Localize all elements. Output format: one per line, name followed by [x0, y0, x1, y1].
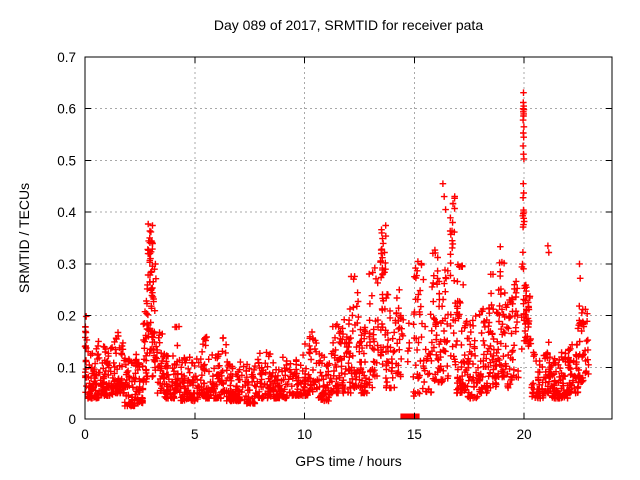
y-tick-label: 0.3 [57, 257, 76, 272]
y-tick-label: 0.1 [57, 360, 76, 375]
y-tick-label: 0.6 [57, 102, 76, 117]
y-tick-label: 0.5 [57, 153, 76, 168]
chart-title: Day 089 of 2017, SRMTID for receiver pat… [213, 17, 484, 33]
x-tick-label: 20 [517, 427, 532, 442]
x-tick-label: 5 [191, 427, 199, 442]
y-tick-label: 0.2 [57, 309, 76, 324]
plot-border [84, 56, 613, 420]
y-tick-label: 0.4 [57, 205, 76, 220]
y-tick-label: 0.7 [57, 50, 76, 65]
grid-lines [85, 57, 612, 419]
x-axis-label: GPS time / hours [295, 453, 402, 469]
x-tick-label: 15 [407, 427, 422, 442]
scatter-points [81, 89, 592, 410]
y-tick-label: 0 [68, 412, 76, 427]
x-tick-label: 10 [297, 427, 312, 442]
tick-marks [84, 56, 612, 420]
x-tick-label: 0 [81, 427, 89, 442]
